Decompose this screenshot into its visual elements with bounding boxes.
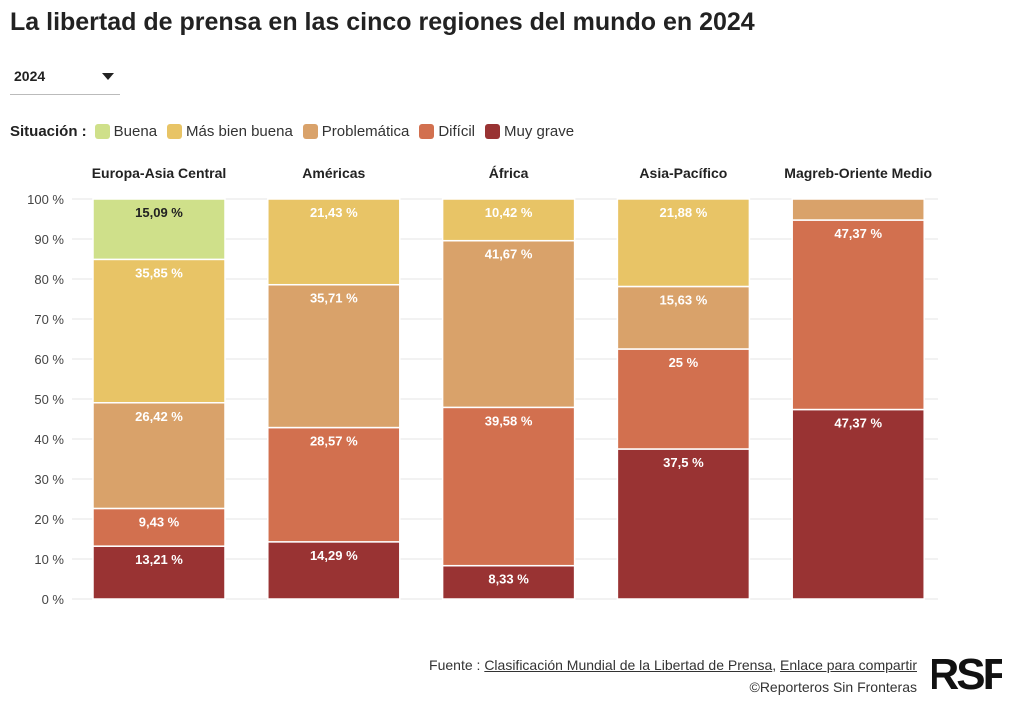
chart-legend: Situación : Buena Más bien buena Problem… <box>10 123 584 140</box>
y-tick-label: 20 % <box>34 512 64 527</box>
data-label: 8,33 % <box>488 572 529 587</box>
bar-segment <box>92 258 226 404</box>
legend-label: Más bien buena <box>186 123 293 140</box>
bar-segment <box>92 507 226 547</box>
y-tick-label: 100 % <box>27 192 64 207</box>
y-tick-label: 0 % <box>42 592 65 607</box>
chevron-down-icon <box>102 73 114 80</box>
data-label: 13,21 % <box>135 552 183 567</box>
data-label: 14,29 % <box>310 548 358 563</box>
bar-segment <box>92 545 226 600</box>
bar-segment <box>441 239 576 409</box>
bar-segment <box>267 283 401 429</box>
legend-title: Situación : <box>10 123 87 140</box>
legend-swatch <box>419 124 435 139</box>
data-label: 26,42 % <box>135 409 183 424</box>
bar-segment <box>92 198 226 261</box>
bar-segment <box>791 219 925 411</box>
y-tick-label: 10 % <box>34 552 64 567</box>
bar-segment <box>616 448 751 600</box>
category-label: África <box>489 165 529 181</box>
bar-segment <box>791 408 925 600</box>
data-label: 15,09 % <box>135 205 183 220</box>
data-label: 41,67 % <box>485 247 533 262</box>
page-title: La libertad de prensa en las cinco regio… <box>10 8 755 36</box>
data-label: 37,5 % <box>663 455 704 470</box>
legend-item-buena[interactable]: Buena <box>94 123 158 140</box>
data-label: 47,37 % <box>834 416 882 431</box>
data-label: 15,63 % <box>660 292 708 307</box>
legend-item-muy-grave[interactable]: Muy grave <box>485 123 574 140</box>
data-label: 35,71 % <box>310 291 358 306</box>
year-dropdown-value: 2024 <box>14 68 46 84</box>
legend-swatch <box>167 124 183 139</box>
data-label: 21,43 % <box>310 205 358 220</box>
bar-segment <box>616 348 751 450</box>
y-tick-label: 50 % <box>34 392 64 407</box>
legend-item-mas-bien-buena[interactable]: Más bien buena <box>167 123 293 140</box>
y-tick-label: 30 % <box>34 472 64 487</box>
bar-segment <box>267 198 401 286</box>
rsf-logo: RSF <box>932 650 1002 697</box>
data-label: 21,88 % <box>660 205 708 220</box>
footer-separator: , <box>772 657 781 673</box>
y-tick-label: 40 % <box>34 432 64 447</box>
category-label: Magreb-Oriente Medio <box>784 165 932 181</box>
legend-label: Muy grave <box>504 123 575 140</box>
legend-label: Difícil <box>438 123 476 140</box>
data-label: 28,57 % <box>310 434 358 449</box>
y-tick-label: 80 % <box>34 272 64 287</box>
year-dropdown[interactable]: 2024 <box>10 64 120 95</box>
data-label: 10,42 % <box>485 205 533 220</box>
category-label: Américas <box>302 165 365 181</box>
legend-item-problematica[interactable]: Problemática <box>302 123 410 140</box>
data-label: 25 % <box>669 355 699 370</box>
legend-swatch <box>302 124 318 139</box>
chart-footer: Fuente : Clasificación Mundial de la Lib… <box>429 654 917 698</box>
svg-text:RSF: RSF <box>932 650 1002 697</box>
bar-segment <box>441 406 576 567</box>
y-tick-label: 60 % <box>34 352 64 367</box>
legend-item-dificil[interactable]: Difícil <box>419 123 475 140</box>
data-label: 47,37 % <box>834 226 882 241</box>
bar-segment <box>92 402 226 510</box>
data-label: 39,58 % <box>485 413 533 428</box>
legend-label: Buena <box>113 123 158 140</box>
share-link[interactable]: Enlace para compartir <box>780 657 917 673</box>
bar-segment <box>616 198 751 288</box>
legend-label: Problemática <box>321 123 410 140</box>
data-label: 35,85 % <box>135 265 183 280</box>
bar-segment <box>441 198 576 242</box>
category-label: Europa-Asia Central <box>92 165 227 181</box>
source-prefix: Fuente : <box>429 657 485 673</box>
copyright-text: ©Reporteros Sin Fronteras <box>749 679 918 695</box>
category-label: Asia-Pacífico <box>639 165 727 181</box>
stacked-bar-chart: 0 % 10 % 20 % 30 % 40 % 50 % 60 % 70 % 80 % 90 % 1… <box>27 165 938 607</box>
data-label: 9,43 % <box>139 514 180 529</box>
y-tick-label: 70 % <box>34 312 64 327</box>
bar-segment <box>791 198 925 221</box>
bar-segment <box>267 541 401 600</box>
y-tick-label: 90 % <box>34 232 64 247</box>
legend-swatch <box>94 124 110 139</box>
legend-swatch <box>485 124 501 139</box>
bar-segment <box>616 285 751 350</box>
source-link[interactable]: Clasificación Mundial de la Libertad de … <box>484 657 773 673</box>
